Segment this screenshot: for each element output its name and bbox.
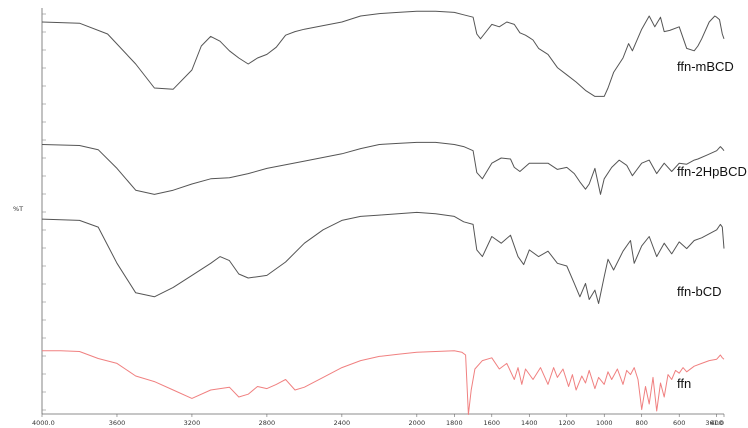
x-tick-label: 2800	[259, 419, 276, 427]
x-tick-label: 600	[673, 419, 685, 427]
x-tick-label: 1200	[558, 419, 575, 427]
x-tick-label: 2000	[409, 419, 426, 427]
series-label-ffn-bCD: ffn-bCD	[677, 284, 722, 299]
x-tick-label: 800	[636, 419, 648, 427]
series-label-ffn-mBCD: ffn-mBCD	[677, 59, 734, 74]
x-tick-label: 1600	[484, 419, 501, 427]
y-axis-ticks	[42, 13, 46, 411]
series-line-ffn	[42, 350, 725, 415]
x-tick-label: 1800	[446, 419, 463, 427]
x-tick-label: 3200	[184, 419, 201, 427]
x-tick-label: 2400	[334, 419, 351, 427]
x-axis-ticks: 4000.0 3600 3200 2800 2400 2000 1800 1600 1400 12…	[32, 414, 725, 427]
series-line-ffn-bCD	[41, 211, 725, 304]
x-tick-label: 1000	[596, 419, 613, 427]
x-tick-label: 4000.0	[32, 419, 55, 427]
series-labels: ffn-mBCD ffn-2HpBCD ffn-bCD ffn	[677, 59, 747, 391]
series-line-ffn-mBCD	[41, 10, 725, 97]
series-label-ffn: ffn	[677, 376, 691, 391]
x-tick-label: 400	[710, 419, 722, 427]
x-tick-label: 361.0	[705, 419, 724, 427]
series-label-ffn-2HpBCD: ffn-2HpBCD	[677, 164, 747, 179]
y-axis-label: %T	[13, 205, 23, 213]
x-tick-label: 1400	[521, 419, 538, 427]
series-line-ffn-2HpBCD	[41, 141, 725, 195]
x-tick-label: 3600	[109, 419, 126, 427]
spectra-series-group	[41, 10, 725, 415]
